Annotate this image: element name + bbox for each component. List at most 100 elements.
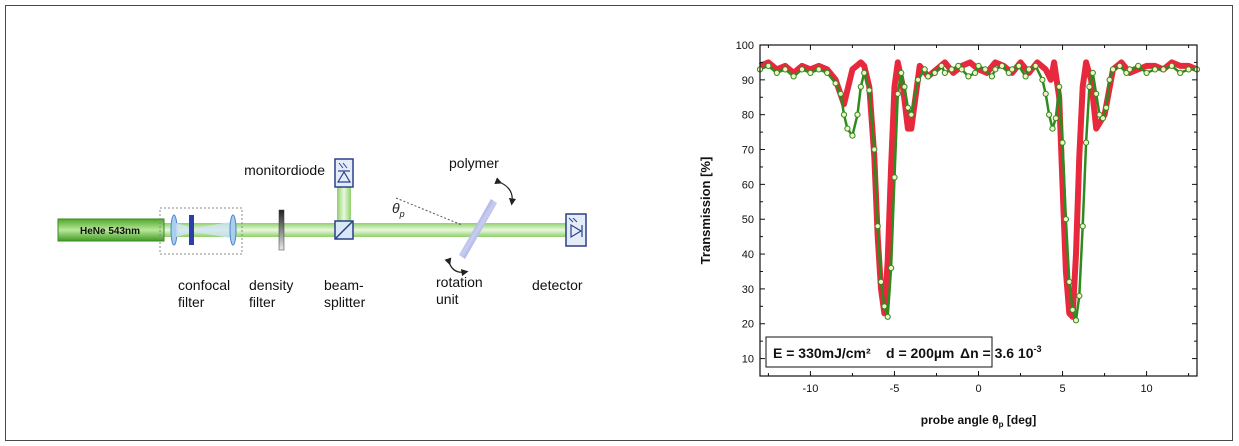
data-point	[849, 132, 856, 139]
data-point	[837, 90, 844, 97]
data-point	[1066, 278, 1073, 285]
data-point	[1072, 317, 1080, 324]
density-filter	[278, 209, 285, 251]
monitordiode	[334, 158, 354, 188]
data-point	[866, 87, 873, 94]
confocal-label-2: filter	[178, 294, 205, 310]
data-point	[1177, 69, 1184, 77]
plot-area	[759, 44, 1198, 377]
beamsplitter-label-2: splitter	[324, 294, 366, 310]
monitordiode-label: monitordiode	[244, 162, 325, 178]
rotation-arrow-icon	[444, 257, 469, 277]
data-point	[877, 278, 885, 285]
x-axis-label: probe angle θp [deg]	[921, 413, 1036, 429]
series-theory-line	[758, 59, 1199, 320]
data-point	[881, 303, 888, 310]
y-tick-label: 40	[742, 249, 754, 261]
data-point	[901, 83, 908, 90]
data-point	[1135, 62, 1142, 70]
data-point	[894, 90, 901, 97]
optical-setup-diagram: HeNe 543nm monitordiode θp polymer	[57, 155, 587, 310]
x-tick-label: 10	[1140, 383, 1152, 395]
y-tick-label: 80	[742, 110, 754, 122]
y-tick-label: 50	[742, 214, 754, 226]
figure-frame	[5, 5, 1233, 441]
data-point	[854, 111, 861, 118]
rotation-label-2: unit	[436, 291, 459, 307]
pinhole-icon	[189, 215, 194, 245]
data-point	[992, 66, 999, 73]
data-point	[1160, 66, 1167, 73]
y-tick-label: 70	[742, 145, 754, 157]
data-point	[1126, 66, 1133, 73]
data-point	[790, 73, 797, 80]
data-point	[1032, 62, 1039, 70]
data-point	[1009, 66, 1016, 73]
data-point	[891, 174, 898, 181]
data-point	[782, 66, 789, 73]
data-point	[1042, 90, 1049, 97]
annotation-dn: Δn = 3.6 10-3	[960, 344, 1042, 361]
data-point	[807, 69, 814, 77]
x-tick-label: -10	[802, 383, 818, 395]
data-point	[975, 62, 982, 70]
rotation-arrow-icon	[494, 177, 517, 206]
data-point	[904, 104, 912, 111]
confocal-filter	[159, 207, 243, 255]
data-point	[1076, 292, 1083, 299]
data-point	[921, 66, 928, 73]
data-point	[765, 62, 772, 70]
y-tick-label: 100	[736, 40, 754, 52]
data-point	[1015, 62, 1022, 70]
density-label-2: filter	[249, 294, 276, 310]
data-point	[1106, 76, 1113, 83]
chart-marks	[756, 59, 1201, 324]
data-point	[888, 264, 895, 272]
data-point	[1022, 73, 1029, 80]
detector	[565, 213, 587, 247]
y-tick-label: 20	[742, 319, 754, 331]
data-point	[1093, 90, 1100, 97]
axis-ticks: 10 20 30 40 50 60 70 80 90 100 -10 -5 0 5 10	[736, 40, 1197, 395]
data-point	[1046, 111, 1053, 118]
data-point	[1086, 83, 1093, 90]
data-point	[982, 66, 989, 73]
data-point	[965, 73, 972, 80]
angle-label: θp	[392, 200, 405, 219]
data-point	[832, 80, 839, 87]
data-point	[815, 66, 822, 73]
data-point	[1185, 66, 1192, 73]
data-point	[898, 69, 905, 77]
x-tick-label: -5	[890, 383, 900, 395]
x-tick-label: 5	[1059, 383, 1065, 395]
data-point	[908, 111, 915, 118]
lens-icon	[229, 214, 237, 246]
data-point	[1103, 104, 1110, 111]
rotation-label: rotation	[436, 274, 483, 290]
data-point	[824, 69, 831, 77]
data-point	[972, 69, 979, 77]
series-measurement-line	[759, 64, 1197, 322]
density-label: density	[249, 277, 293, 293]
annotation-box: E = 330mJ/cm² d = 200µm Δn = 3.6 10-3	[765, 336, 1042, 368]
detector-label: detector	[532, 277, 583, 293]
data-point	[1168, 62, 1175, 70]
data-point	[871, 146, 878, 153]
data-point	[998, 62, 1006, 70]
data-point	[1056, 83, 1063, 90]
data-point	[857, 83, 864, 90]
data-point	[1116, 62, 1123, 70]
data-point	[1099, 115, 1107, 122]
data-point	[1083, 139, 1090, 146]
data-point	[1062, 216, 1070, 223]
data-point	[884, 313, 891, 320]
confocal-label: confocal	[178, 277, 230, 293]
laser-label: HeNe 543nm	[80, 226, 140, 237]
polymer-sample	[459, 199, 497, 259]
data-point	[1025, 66, 1033, 73]
data-point	[1069, 306, 1076, 313]
hene-laser: HeNe 543nm	[57, 218, 165, 242]
data-point	[773, 69, 780, 77]
data-point	[1143, 69, 1150, 77]
